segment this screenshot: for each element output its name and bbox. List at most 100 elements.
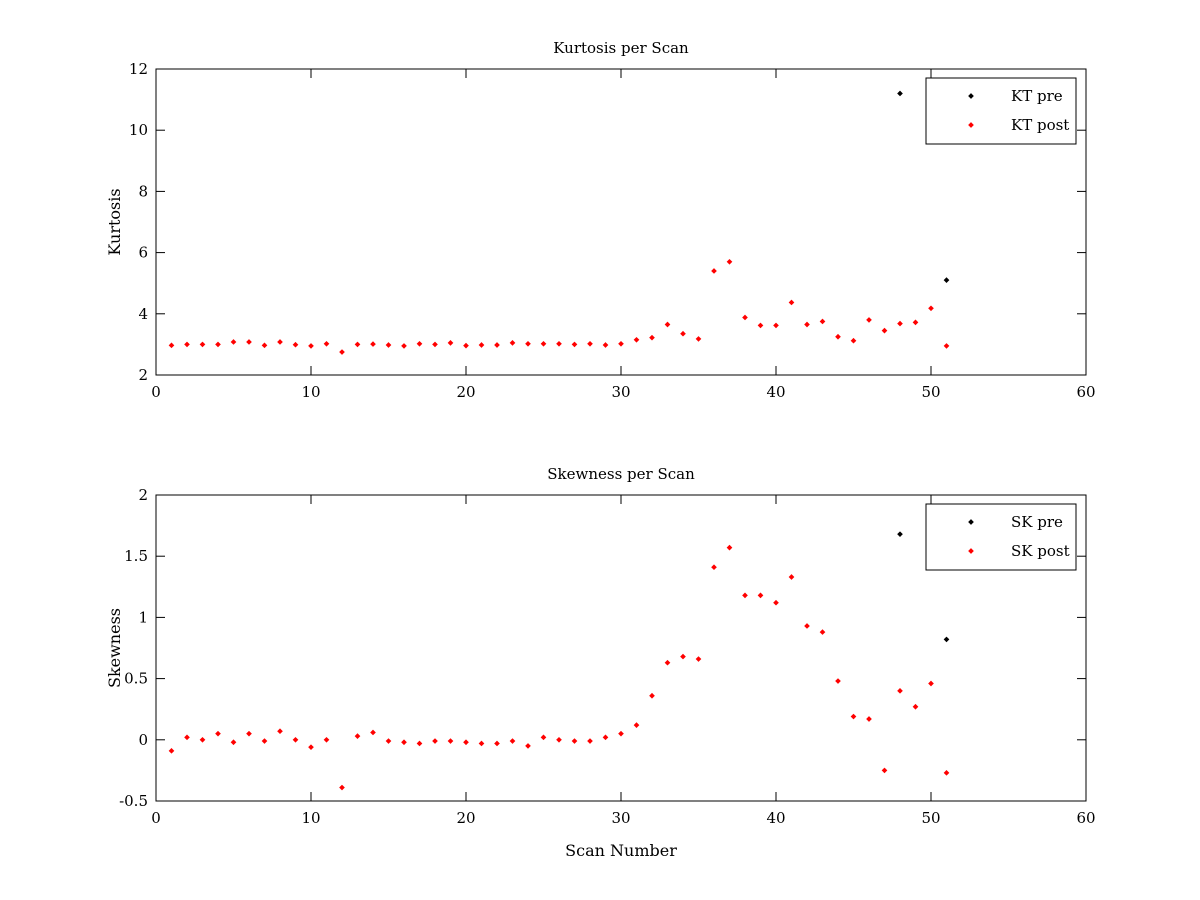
legend: KT pre KT post bbox=[925, 77, 1077, 145]
data-point bbox=[695, 656, 702, 662]
data-point bbox=[525, 743, 531, 749]
data-point bbox=[633, 722, 640, 728]
data-point bbox=[866, 317, 872, 323]
x-tick-label: 10 bbox=[301, 383, 320, 401]
data-point bbox=[757, 322, 764, 329]
data-point bbox=[943, 770, 950, 776]
data-point bbox=[199, 341, 206, 348]
y-tick-label: 8 bbox=[138, 182, 148, 200]
data-point bbox=[230, 339, 237, 345]
data-point bbox=[726, 544, 733, 551]
y-tick-label: 6 bbox=[138, 244, 148, 262]
y-tick-label: 4 bbox=[138, 305, 148, 323]
data-point bbox=[339, 784, 345, 791]
x-tick-label: 20 bbox=[456, 383, 475, 401]
data-point bbox=[912, 319, 919, 326]
data-point bbox=[168, 747, 175, 754]
data-point bbox=[509, 738, 516, 744]
data-point bbox=[277, 339, 283, 345]
data-point bbox=[618, 340, 624, 347]
data-point bbox=[556, 736, 562, 743]
data-point bbox=[897, 90, 903, 97]
data-point bbox=[230, 739, 237, 746]
data-point bbox=[494, 740, 500, 747]
data-point bbox=[819, 629, 826, 635]
data-point bbox=[478, 740, 485, 747]
legend-label: SK post bbox=[1011, 542, 1070, 560]
data-point bbox=[850, 713, 857, 720]
data-point bbox=[385, 342, 392, 348]
data-point bbox=[897, 531, 903, 537]
data-point bbox=[323, 736, 330, 743]
data-point bbox=[339, 349, 345, 355]
y-tick-label: 2 bbox=[138, 366, 148, 384]
data-point bbox=[866, 716, 872, 722]
data-point bbox=[168, 342, 175, 349]
x-tick-label: 60 bbox=[1076, 383, 1095, 401]
data-point bbox=[711, 268, 717, 274]
data-point bbox=[199, 736, 206, 743]
data-point bbox=[928, 680, 934, 687]
data-point bbox=[587, 738, 593, 744]
data-point bbox=[819, 318, 826, 325]
series-0 bbox=[897, 531, 950, 643]
data-point bbox=[215, 341, 221, 348]
data-point bbox=[370, 729, 376, 736]
series-1 bbox=[168, 544, 950, 791]
chart-title: Kurtosis per Scan bbox=[553, 39, 689, 57]
legend: SK pre SK post bbox=[925, 503, 1077, 571]
data-point bbox=[788, 574, 795, 580]
legend-marker bbox=[968, 122, 974, 128]
series-0 bbox=[897, 90, 950, 283]
data-point bbox=[432, 341, 438, 348]
data-point bbox=[835, 678, 841, 684]
data-point bbox=[354, 733, 361, 739]
data-point bbox=[587, 340, 593, 347]
legend-marker bbox=[968, 548, 974, 554]
data-point bbox=[711, 564, 717, 571]
data-point bbox=[370, 341, 376, 347]
data-point bbox=[184, 734, 190, 741]
data-point bbox=[649, 334, 655, 341]
data-point bbox=[385, 738, 392, 744]
subplot-1: 0 10 20 30 40 50 60 2 4 6 8 10 12 Kurtosis per Scan Ku… bbox=[105, 39, 1096, 401]
data-point bbox=[773, 322, 779, 329]
x-tick-label: 20 bbox=[456, 809, 475, 827]
data-point bbox=[804, 623, 810, 629]
data-point bbox=[680, 330, 686, 337]
x-tick-label: 50 bbox=[921, 809, 940, 827]
data-point bbox=[525, 340, 531, 347]
x-tick-label: 40 bbox=[766, 383, 785, 401]
data-point bbox=[277, 728, 283, 735]
legend-marker bbox=[968, 93, 974, 99]
data-point bbox=[463, 739, 469, 746]
data-point bbox=[540, 340, 547, 347]
data-point bbox=[401, 739, 407, 746]
data-point bbox=[943, 343, 950, 349]
data-point bbox=[184, 341, 190, 348]
data-point bbox=[246, 339, 252, 345]
data-point bbox=[726, 258, 733, 265]
data-point bbox=[788, 299, 795, 306]
x-tick-label: 10 bbox=[301, 809, 320, 827]
data-point bbox=[602, 734, 609, 741]
legend-box bbox=[925, 503, 1077, 571]
data-point bbox=[897, 320, 903, 327]
data-point bbox=[478, 342, 485, 348]
y-tick-label: 0 bbox=[138, 731, 148, 749]
x-tick-label: 40 bbox=[766, 809, 785, 827]
data-point bbox=[664, 659, 671, 666]
y-tick-label: -0.5 bbox=[119, 792, 148, 810]
data-point bbox=[804, 321, 810, 328]
data-point bbox=[292, 341, 299, 348]
legend-box bbox=[925, 77, 1077, 145]
data-point bbox=[897, 688, 903, 694]
legend-label: KT pre bbox=[1011, 87, 1063, 105]
data-point bbox=[835, 333, 841, 340]
data-point bbox=[215, 730, 221, 737]
y-axis-label: Kurtosis bbox=[105, 188, 124, 255]
data-point bbox=[943, 636, 950, 643]
data-point bbox=[602, 342, 609, 348]
